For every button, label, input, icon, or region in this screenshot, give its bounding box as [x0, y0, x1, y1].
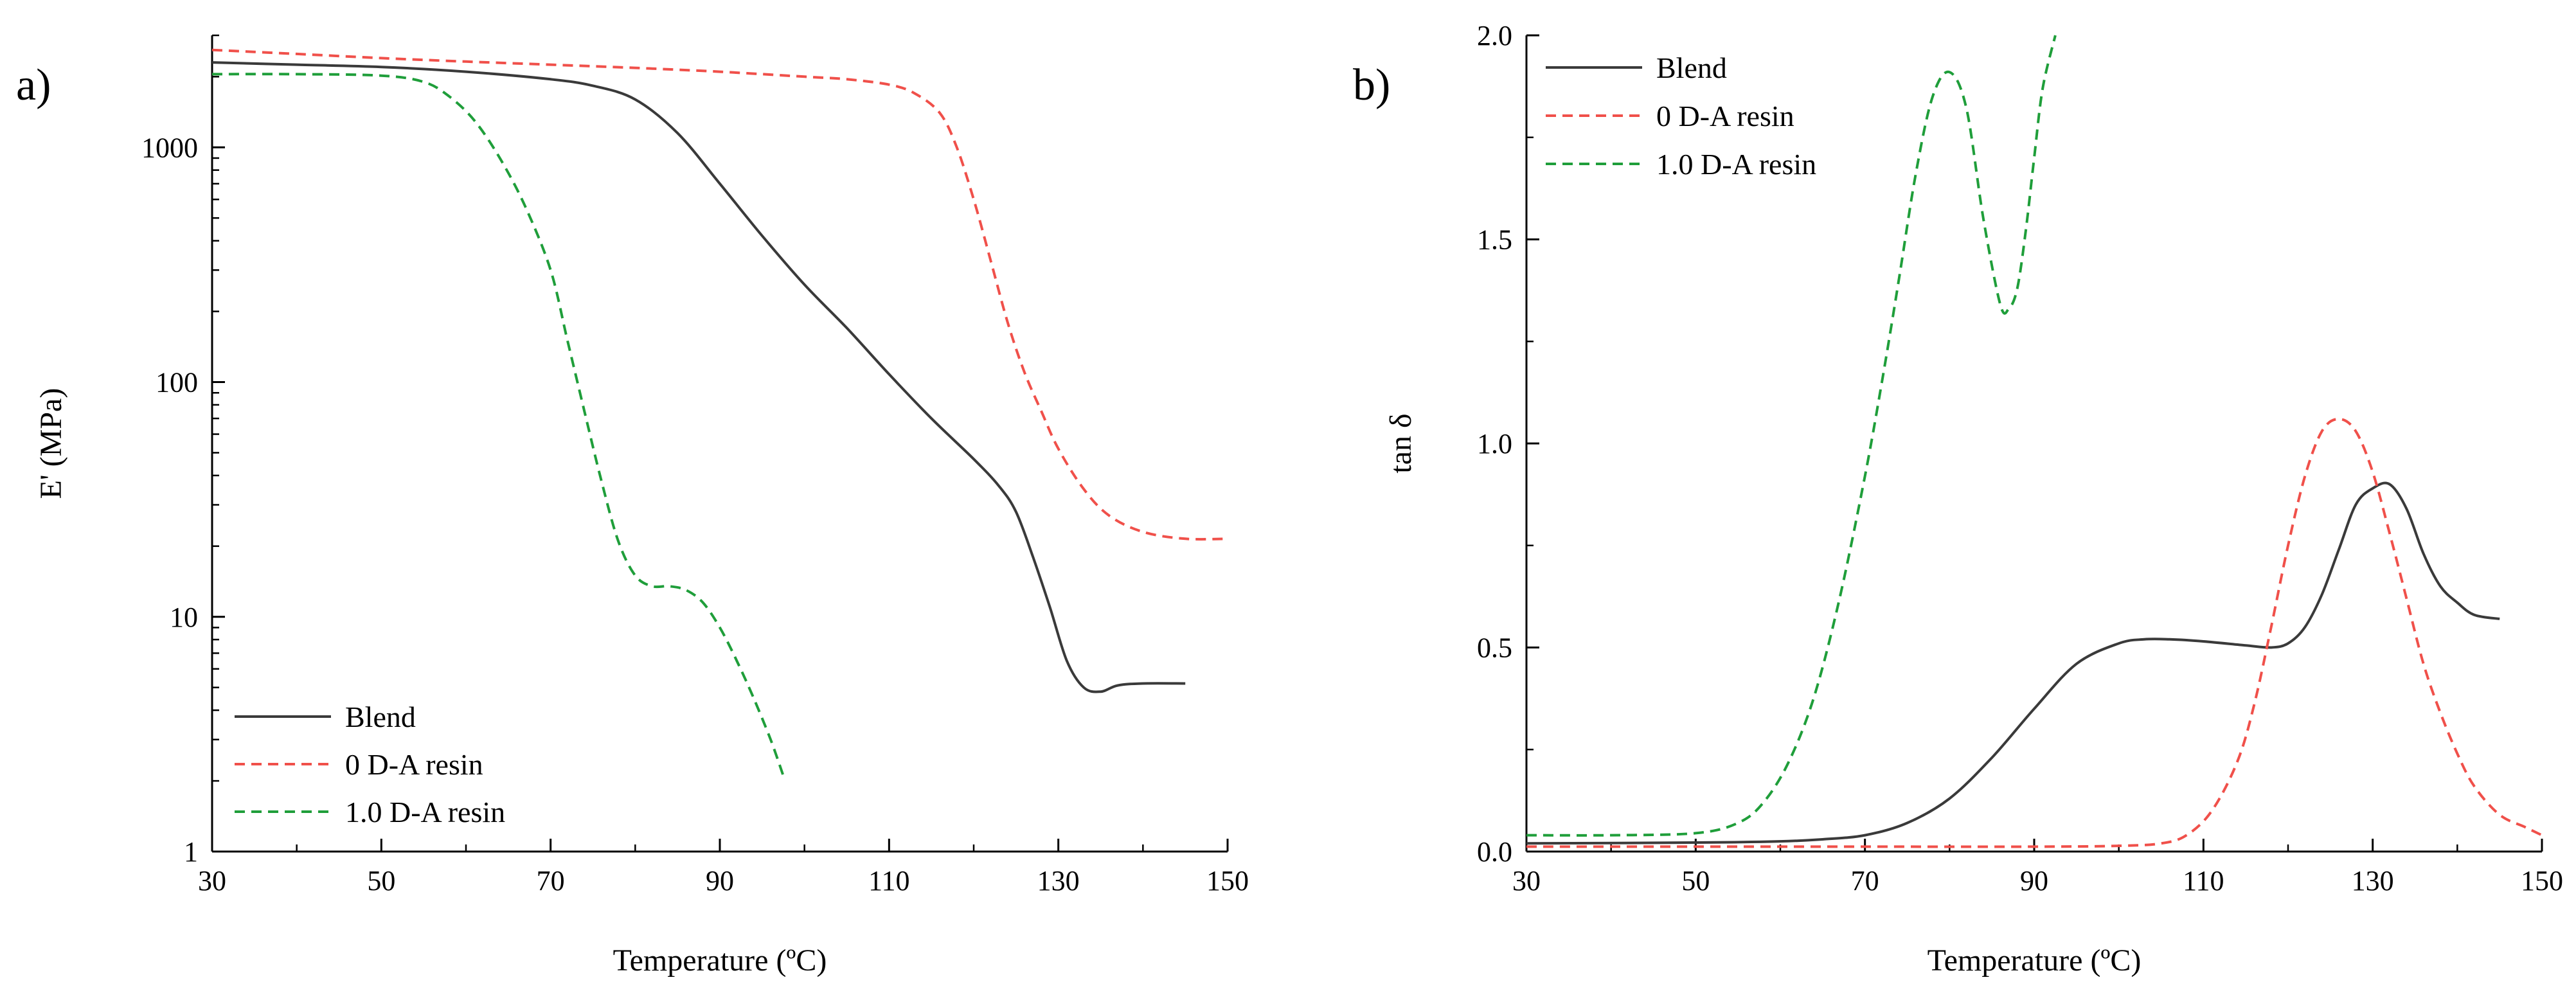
y-tick-label: 1.0 — [1477, 428, 1512, 460]
y-tick-label: 1000 — [141, 132, 198, 163]
y-tick-label: 0.0 — [1477, 836, 1512, 868]
legend-label: 1.0 D-A resin — [1656, 148, 1816, 181]
y-axis-title: tan δ — [1384, 413, 1418, 473]
x-tick-label: 150 — [1206, 865, 1249, 897]
chart-panel-1: a)30 50 70 90 110 130 1501101001000Temperature… — [16, 34, 1249, 978]
x-tick-label: 150 — [2521, 865, 2563, 897]
series-line-blend — [1526, 481, 2500, 845]
series-line-blend — [212, 61, 1186, 693]
y-axis-title: E' (MPa) — [34, 388, 68, 499]
x-tick-label: 70 — [537, 865, 565, 897]
x-tick-label: 50 — [1681, 865, 1710, 897]
legend: Blend 0 D-A resin 1.0 D-A resin — [235, 701, 505, 828]
x-axis-title: Temperature (ºC) — [613, 943, 827, 978]
chart-panel-2: b) 30 50 70 90 110 130 150 0.0 0.5 1.0 1.5 2.0 Temper… — [1353, 20, 2563, 978]
series-line-0-d-a-resin — [212, 48, 1228, 541]
legend-label: Blend — [1656, 51, 1727, 84]
x-tick-label: 70 — [1851, 865, 1879, 897]
y-tick-label: 100 — [156, 367, 198, 398]
x-tick-label: 90 — [706, 865, 734, 897]
y-tick-label: 0.5 — [1477, 632, 1512, 664]
series-line-0-d-a-resin — [1526, 417, 2543, 848]
panel-label: b) — [1353, 60, 1390, 110]
series-line-1-0-d-a-resin — [1526, 35, 2057, 837]
x-tick-label: 30 — [1512, 865, 1541, 897]
y-tick-label: 1.5 — [1477, 224, 1512, 256]
legend-label: 0 D-A resin — [345, 748, 483, 781]
y-tick-label: 2.0 — [1477, 20, 1512, 51]
legend: Blend 0 D-A resin 1.0 D-A resin — [1546, 51, 1816, 181]
x-tick-label: 110 — [2183, 865, 2224, 897]
legend-label: 0 D-A resin — [1656, 100, 1794, 132]
y-tick-label: 10 — [170, 602, 198, 633]
panel-label: a) — [16, 60, 51, 110]
y-tick-label: 1 — [184, 836, 198, 868]
legend-label: 1.0 D-A resin — [345, 796, 505, 828]
legend-label: Blend — [345, 701, 416, 733]
x-tick-label: 110 — [868, 865, 909, 897]
x-tick-label: 130 — [2352, 865, 2394, 897]
x-tick-label: 90 — [2020, 865, 2048, 897]
x-tick-label: 130 — [1037, 865, 1080, 897]
x-axis-title: Temperature (ºC) — [1928, 943, 2142, 978]
x-tick-label: 50 — [367, 865, 395, 897]
series-line-1-0-d-a-resin — [212, 73, 785, 776]
x-tick-label: 30 — [198, 865, 226, 897]
